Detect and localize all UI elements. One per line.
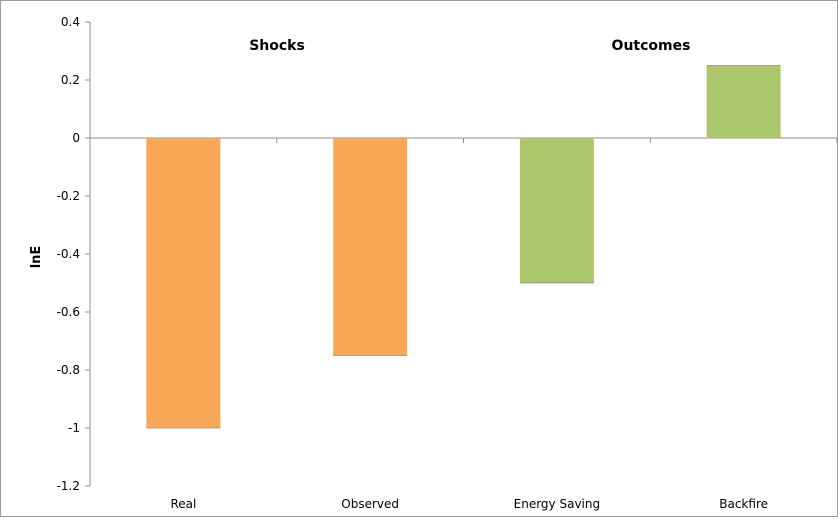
- x-category-label: Energy Saving: [514, 497, 600, 511]
- y-tick-label: -0.8: [57, 363, 80, 377]
- y-tick-label: -0.2: [57, 189, 80, 203]
- x-category-label: Observed: [341, 497, 399, 511]
- y-tick-label: -1.2: [57, 479, 80, 493]
- x-category-label: Backfire: [719, 497, 768, 511]
- y-tick-label: 0.4: [61, 15, 80, 29]
- bar: [333, 138, 408, 356]
- bar: [706, 65, 781, 138]
- bar: [519, 138, 594, 283]
- y-tick-label: 0: [72, 131, 80, 145]
- annotation-outcomes: Outcomes: [612, 38, 691, 54]
- x-category-label: Real: [170, 497, 196, 511]
- y-tick-label: -0.6: [57, 305, 80, 319]
- y-tick-label: -0.4: [57, 247, 80, 261]
- y-axis-title: lnE: [29, 246, 44, 269]
- y-tick-label: 0.2: [61, 73, 80, 87]
- y-tick-label: -1: [68, 421, 80, 435]
- bar: [146, 138, 221, 428]
- annotation-shocks: Shocks: [249, 38, 305, 54]
